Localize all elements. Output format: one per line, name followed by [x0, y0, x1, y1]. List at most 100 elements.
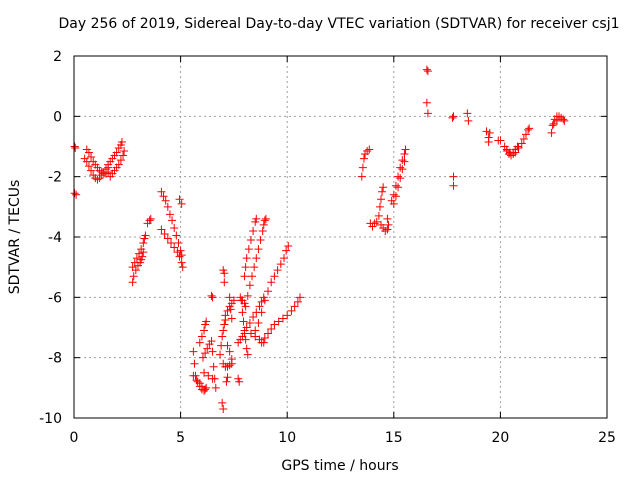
data-point [242, 254, 251, 263]
data-point [130, 258, 139, 267]
data-point [239, 317, 248, 326]
data-point [560, 116, 569, 125]
data-point [295, 293, 304, 302]
data-point [270, 272, 279, 281]
series-arc24 [223, 341, 236, 364]
series-arc05 [104, 137, 126, 169]
data-point [293, 297, 302, 306]
data-point [240, 272, 249, 281]
data-point [114, 160, 123, 169]
series-arc16 [198, 337, 216, 362]
data-point [128, 263, 137, 272]
series-arc15 [195, 317, 211, 347]
series-arc47 [448, 112, 458, 122]
data-point [176, 246, 185, 255]
data-point [517, 139, 526, 148]
series-arc44 [389, 157, 409, 208]
data-point [177, 251, 186, 260]
data-point [211, 383, 220, 392]
data-point [235, 377, 244, 386]
series-arc43 [387, 145, 410, 205]
series-arc54 [511, 124, 534, 157]
data-point [84, 148, 93, 157]
data-point [257, 308, 266, 317]
data-point [559, 115, 568, 124]
data-point [423, 67, 432, 76]
data-point [519, 134, 528, 143]
data-point [208, 347, 217, 356]
series-arc02 [70, 189, 81, 199]
data-point [256, 236, 265, 245]
data-point [218, 398, 227, 407]
series-arc26 [219, 266, 229, 287]
data-point [87, 153, 96, 162]
y-tick-label: -6 [48, 290, 62, 306]
data-point [223, 362, 232, 371]
series-arc17 [200, 368, 217, 383]
data-point [242, 323, 251, 332]
data-point [163, 234, 172, 243]
series-arc08 [128, 231, 150, 272]
data-point [255, 302, 264, 311]
y-axis-label: SDTVAR / TECUs [7, 180, 23, 295]
data-point [146, 214, 155, 223]
data-point [119, 151, 128, 160]
data-point [252, 254, 261, 263]
data-point [375, 202, 384, 211]
data-point [389, 199, 398, 208]
data-point [260, 334, 269, 343]
data-point [120, 147, 129, 156]
data-point [222, 377, 231, 386]
data-point [257, 338, 266, 347]
data-point [509, 150, 518, 159]
series-arc30 [236, 293, 246, 305]
series-arc37 [251, 242, 293, 335]
data-point [72, 190, 81, 199]
data-point [137, 245, 146, 254]
data-point [246, 236, 255, 245]
data-point [548, 121, 557, 130]
data-point [208, 293, 217, 302]
x-tick-label: 0 [70, 430, 79, 446]
data-point [391, 181, 400, 190]
data-point [132, 254, 141, 263]
series-arc03 [80, 154, 113, 184]
data-point [363, 147, 372, 156]
data-point [243, 291, 252, 300]
data-point [524, 125, 533, 134]
x-tick-label: 15 [385, 430, 403, 446]
data-point [283, 311, 292, 320]
series-arc10 [157, 187, 186, 260]
series-arc04 [82, 145, 113, 178]
data-point [261, 214, 270, 223]
data-point [264, 329, 273, 338]
series-arc06 [106, 147, 129, 181]
series-arc55 [547, 112, 569, 137]
series-arc19 [208, 347, 220, 392]
data-point [400, 150, 409, 159]
data-point [552, 116, 561, 125]
x-tick-label: 25 [598, 430, 616, 446]
data-point [129, 272, 138, 281]
y-tick-label: 2 [53, 49, 62, 65]
data-point [449, 172, 458, 181]
series-arc45 [422, 65, 432, 76]
data-point [216, 350, 225, 359]
data-point [173, 248, 182, 257]
data-point [400, 157, 409, 166]
data-point [220, 278, 229, 287]
data-point [160, 229, 169, 238]
data-point [254, 245, 263, 254]
x-tick-labels: 0 5 10 15 20 25 [70, 430, 616, 446]
data-point [248, 272, 257, 281]
chart-title: Day 256 of 2019, Sidereal Day-to-day VTE… [58, 16, 619, 32]
series-arc56 [549, 116, 561, 128]
data-point [358, 163, 367, 172]
data-point [238, 308, 247, 317]
data-point [374, 211, 383, 220]
data-point [267, 278, 276, 287]
data-point [223, 341, 232, 350]
data-point [251, 326, 260, 335]
y-tick-label: -8 [48, 351, 62, 367]
